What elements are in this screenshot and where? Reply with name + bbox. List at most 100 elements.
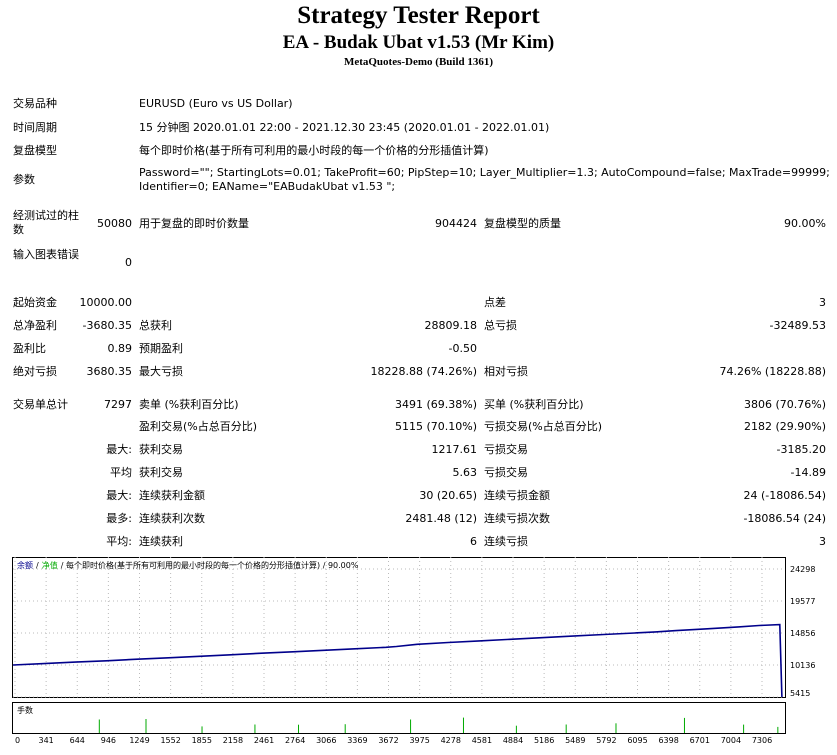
volume-bar <box>615 723 617 733</box>
volume-bar <box>298 724 300 733</box>
absdd-value: 3680.35 <box>86 365 133 378</box>
errors-value: 0 <box>125 256 132 269</box>
errors-label: 输入图表错误 <box>13 248 79 261</box>
bars-label: 经测试过的柱数 <box>13 209 79 236</box>
deposit-value: 10000.00 <box>79 296 133 309</box>
netprofit-label: 总净盈利 <box>13 319 57 332</box>
grossprofit-value: 28809.18 <box>424 319 478 332</box>
win-label: 盈利交易(%占总百分比) <box>139 420 258 433</box>
period-label: 时间周期 <box>13 121 57 134</box>
legend-sep: / <box>36 561 39 570</box>
largest-win-value: 1217.61 <box>431 443 478 456</box>
x-tick-label: 3672 <box>378 736 398 744</box>
symbol-value: EURUSD (Euro vs US Dollar) <box>139 97 293 110</box>
model-value: 每个即时价格(基于所有可利用的最小时段的每一个价格的分形插值计算) <box>139 144 489 157</box>
avgcons-loss-value: 3 <box>819 535 826 548</box>
avg-loss-label: 亏损交易 <box>484 466 528 479</box>
balance-chart: 余额 / 净值 / 每个即时价格(基于所有可利用的最小时段的每一个价格的分形插值计算)… <box>12 557 815 744</box>
quality-label: 复盘模型的质量 <box>484 217 561 230</box>
x-tick-label: 341 <box>38 736 53 744</box>
grossloss-label: 总亏损 <box>484 319 517 332</box>
legend-rest: / 每个即时价格(基于所有可利用的最小时段的每一个价格的分形插值计算) / 90… <box>61 560 359 570</box>
x-tick-label: 3975 <box>409 736 429 744</box>
build-info: MetaQuotes-Demo (Build 1361) <box>343 56 494 68</box>
volume-bar <box>515 725 517 733</box>
grossprofit-label: 总获利 <box>139 319 172 332</box>
bars-value: 50080 <box>97 217 132 230</box>
x-tick-label: 0 <box>15 736 20 744</box>
ep-label: 预期盈利 <box>139 342 183 355</box>
volume-bar <box>462 717 464 733</box>
y-tick-label: 19577 <box>790 597 815 606</box>
x-tick-label: 7306 <box>752 736 772 744</box>
ticks-label: 用于复盘的即时价数量 <box>139 217 249 230</box>
x-tick-label: 3066 <box>316 736 336 744</box>
chart-main-frame <box>12 557 786 698</box>
x-tick-label: 2461 <box>254 736 274 744</box>
maxcons-prefix: 最大: <box>106 489 132 502</box>
model-label: 复盘模型 <box>13 144 57 157</box>
ticks-value: 904424 <box>435 217 477 230</box>
maxamt-win-value: 2481.48 (12) <box>405 512 477 525</box>
maxamt-prefix: 最多: <box>106 512 132 525</box>
x-tick-label: 5489 <box>565 736 585 744</box>
volume-bar <box>777 726 779 733</box>
x-tick-label: 1552 <box>160 736 180 744</box>
long-label: 买单 (%获利百分比) <box>484 398 584 411</box>
x-tick-label: 1855 <box>192 736 212 744</box>
short-label: 卖单 (%获利百分比) <box>139 398 239 411</box>
maxamt-loss-value: -18086.54 (24) <box>743 512 826 525</box>
x-tick-label: 2764 <box>285 736 305 744</box>
total-trades-value: 7297 <box>104 398 132 411</box>
symbol-label: 交易品种 <box>13 97 57 110</box>
largest-loss-label: 亏损交易 <box>484 443 528 456</box>
volume-bar <box>254 724 256 733</box>
x-tick-label: 4581 <box>472 736 492 744</box>
loss-value: 2182 (29.90%) <box>743 420 826 433</box>
maxamt-loss-label: 连续亏损次数 <box>484 512 550 525</box>
avgcons-prefix: 平均: <box>106 535 132 548</box>
long-value: 3806 (70.76%) <box>743 398 826 411</box>
y-tick-label: 5415 <box>790 689 810 698</box>
avg-loss-value: -14.89 <box>790 466 826 479</box>
total-trades-label: 交易单总计 <box>13 398 68 411</box>
volume-bar <box>410 719 412 733</box>
pf-value: 0.89 <box>107 342 133 355</box>
spread-value: 3 <box>819 296 826 309</box>
volume-bar <box>683 717 685 733</box>
x-tick-label: 6095 <box>627 736 647 744</box>
volume-bar <box>98 719 100 733</box>
x-tick-label: 3369 <box>347 736 367 744</box>
y-tick-label: 24298 <box>790 565 815 574</box>
x-tick-label: 2158 <box>223 736 243 744</box>
maxdd-value: 18228.88 (74.26%) <box>370 365 477 378</box>
grossloss-value: -32489.53 <box>769 319 826 332</box>
ep-value: -0.50 <box>448 342 477 355</box>
legend-equity: 净值 <box>42 560 58 570</box>
chart-legend: 余额 / 净值 / 每个即时价格(基于所有可利用的最小时段的每一个价格的分形插值计算)… <box>17 560 359 570</box>
maxamt-win-label: 连续获利次数 <box>139 512 205 525</box>
deposit-label: 起始资金 <box>13 296 57 309</box>
params-line1: Password=""; StartingLots=0.01; TakeProf… <box>139 166 830 179</box>
reldd-label: 相对亏损 <box>484 365 528 378</box>
volume-bar <box>565 724 567 733</box>
report-subtitle: EA - Budak Ubat v1.53 (Mr Kim) <box>282 32 555 53</box>
largest-prefix: 最大: <box>106 443 132 456</box>
x-tick-label: 4884 <box>503 736 523 744</box>
avg-prefix: 平均 <box>110 466 132 479</box>
balance-line <box>12 623 783 698</box>
maxdd-label: 最大亏损 <box>139 365 183 378</box>
avgcons-win-label: 连续获利 <box>139 535 183 548</box>
chart-volume-frame <box>12 702 786 734</box>
maxcons-loss-label: 连续亏损金额 <box>484 489 550 502</box>
x-tick-label: 946 <box>101 736 116 744</box>
x-tick-label: 6398 <box>658 736 678 744</box>
params-label: 参数 <box>13 173 35 186</box>
largest-loss-value: -3185.20 <box>776 443 826 456</box>
x-tick-label: 4278 <box>441 736 461 744</box>
avg-win-value: 5.63 <box>452 466 478 479</box>
avg-win-label: 获利交易 <box>139 466 183 479</box>
maxcons-win-label: 连续获利金额 <box>139 489 205 502</box>
win-value: 5115 (70.10%) <box>394 420 477 433</box>
netprofit-value: -3680.35 <box>82 319 132 332</box>
